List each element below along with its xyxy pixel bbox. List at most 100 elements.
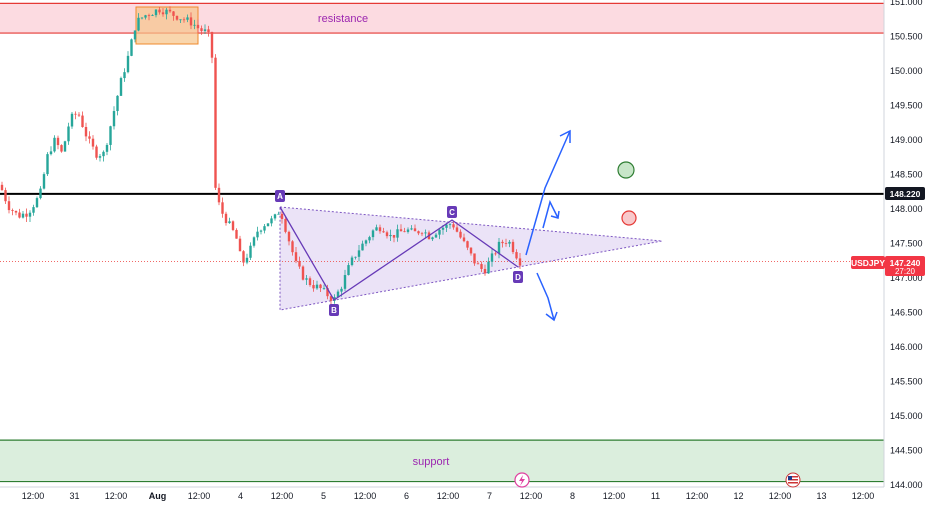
candle xyxy=(378,224,382,234)
symbol-label: USDJPY xyxy=(851,258,885,268)
candle xyxy=(147,13,151,21)
y-tick-label: 144.500 xyxy=(890,446,923,456)
x-tick-label: 6 xyxy=(404,491,409,501)
candle xyxy=(403,227,406,233)
pattern-point-labels: A B C D xyxy=(275,190,523,316)
candle xyxy=(18,208,21,219)
candle xyxy=(336,289,340,298)
x-tick-label: Aug xyxy=(149,491,167,501)
candle xyxy=(39,186,42,200)
y-tick-label: 145.500 xyxy=(890,377,923,387)
x-tick-label: 13 xyxy=(816,491,826,501)
candle xyxy=(354,256,357,260)
triangle-pattern xyxy=(279,206,663,311)
candle xyxy=(35,196,39,209)
candle xyxy=(252,236,256,248)
candle xyxy=(480,261,483,273)
candle xyxy=(91,135,95,150)
y-tick-label: 150.500 xyxy=(890,32,923,42)
y-tick-label: 144.000 xyxy=(890,480,923,490)
candle xyxy=(350,255,354,267)
x-tick-label: 12:00 xyxy=(105,491,128,501)
y-tick-label: 145.000 xyxy=(890,411,923,421)
candle xyxy=(14,210,18,216)
arrow-up-long xyxy=(525,130,571,256)
candle xyxy=(448,222,452,229)
arrow-down xyxy=(536,272,555,321)
point-label-a: A xyxy=(275,190,285,202)
candle xyxy=(224,211,228,226)
stop-circle xyxy=(621,210,637,226)
candle xyxy=(452,220,455,230)
candle xyxy=(490,249,494,267)
candle xyxy=(196,19,200,34)
candle xyxy=(214,54,217,191)
y-axis: 151.000 150.500 150.000 149.500 149.000 148.5… xyxy=(883,0,923,490)
candle xyxy=(315,280,319,290)
candle xyxy=(256,226,259,241)
candle xyxy=(179,19,182,23)
candle xyxy=(326,284,329,300)
candle xyxy=(130,38,133,57)
candle xyxy=(434,232,438,238)
candle xyxy=(312,279,315,292)
candle xyxy=(301,265,305,281)
candle xyxy=(32,204,35,216)
candle xyxy=(144,14,147,20)
lightning-icon[interactable] xyxy=(514,472,530,488)
candle xyxy=(186,14,189,23)
x-tick-label: 12:00 xyxy=(22,491,45,501)
candle xyxy=(515,249,518,260)
candle xyxy=(389,229,392,241)
candle xyxy=(483,264,487,276)
candle xyxy=(161,8,165,17)
candle xyxy=(95,144,98,160)
x-tick-label: 12:00 xyxy=(686,491,709,501)
projection-arrows xyxy=(525,129,571,322)
candle xyxy=(193,19,196,30)
candle xyxy=(424,229,427,239)
candle xyxy=(371,229,375,241)
candle xyxy=(238,235,242,252)
candle xyxy=(228,217,231,224)
candle xyxy=(413,224,417,232)
candle xyxy=(511,239,515,255)
candle xyxy=(357,244,361,262)
level-badge: 148.220 xyxy=(885,187,925,200)
y-tick-label: 149.500 xyxy=(890,101,923,111)
candle xyxy=(382,227,385,233)
svg-text:C: C xyxy=(449,208,455,217)
candle xyxy=(200,25,203,35)
candle xyxy=(60,144,63,153)
candle xyxy=(361,240,364,251)
x-tick-label: 12:00 xyxy=(437,491,460,501)
x-tick-label: 12:00 xyxy=(603,491,626,501)
svg-text:D: D xyxy=(515,273,521,282)
candle xyxy=(175,15,179,21)
abcd-pattern-line xyxy=(279,206,519,301)
x-tick-label: 12:00 xyxy=(271,491,294,501)
candle xyxy=(347,262,350,276)
candle xyxy=(81,111,84,128)
candle xyxy=(98,153,102,162)
candle xyxy=(56,135,60,150)
candle xyxy=(266,223,270,227)
point-label-c: C xyxy=(447,206,457,218)
price-badge: USDJPY 147.240 27:20 xyxy=(851,256,925,276)
candle xyxy=(287,230,291,246)
candle xyxy=(70,112,74,129)
arrow-up-short xyxy=(542,199,559,229)
candle xyxy=(116,95,119,116)
candle xyxy=(396,224,399,242)
x-tick-label: 7 xyxy=(487,491,492,501)
us-flag-icon[interactable] xyxy=(785,472,801,488)
y-tick-label: 147.500 xyxy=(890,239,923,249)
candle xyxy=(189,12,193,30)
candle xyxy=(210,31,214,64)
candle xyxy=(508,239,511,248)
candle xyxy=(221,197,224,218)
candle xyxy=(406,227,410,234)
arrow-up-long-head xyxy=(559,129,571,143)
candle xyxy=(217,183,221,206)
